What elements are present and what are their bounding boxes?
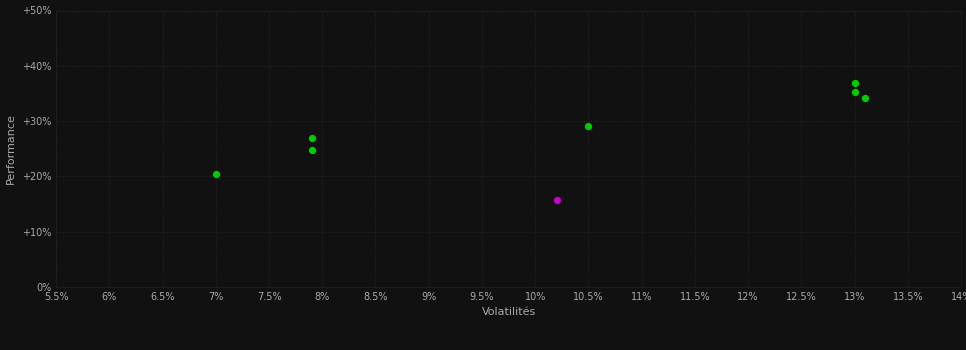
Point — [304, 147, 320, 153]
Point — [847, 90, 863, 95]
X-axis label: Volatilités: Volatilités — [481, 307, 536, 317]
Point — [549, 197, 564, 202]
Point — [858, 95, 873, 101]
Point — [304, 135, 320, 140]
Point — [581, 123, 596, 128]
Point — [847, 81, 863, 86]
Y-axis label: Performance: Performance — [6, 113, 16, 184]
Point — [208, 171, 223, 176]
